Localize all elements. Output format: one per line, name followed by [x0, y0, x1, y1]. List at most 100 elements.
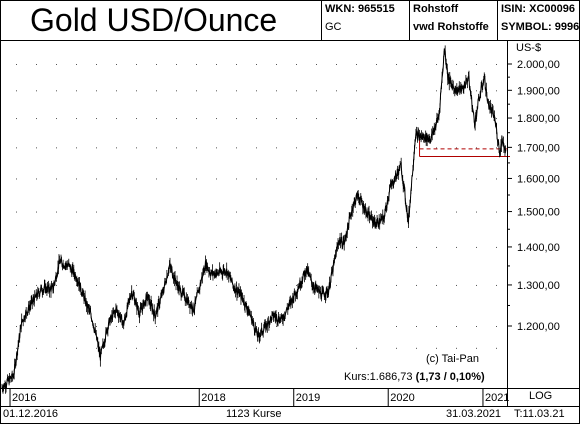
grid-dot [216, 211, 217, 213]
grid-dot [96, 326, 97, 327]
grid-dot [316, 246, 317, 248]
grid-dot [436, 90, 437, 92]
grid-dot [36, 178, 37, 180]
grid-dot [356, 178, 357, 180]
grid-dot [156, 90, 157, 92]
grid-dot [296, 147, 297, 149]
y-tick-label: 1.900,00 [517, 85, 560, 97]
x-axis: 2016 2018 2019 2020 2021 [9, 388, 509, 406]
grid-dot [156, 284, 157, 286]
grid-dot [256, 178, 257, 180]
grid-dot [436, 284, 437, 286]
grid-dot [16, 64, 17, 65]
grid-dot [356, 147, 357, 149]
isin-label: ISIN: XC00096 [501, 3, 575, 15]
grid-dot [16, 284, 17, 286]
grid-dot [296, 118, 297, 120]
x-tick-label: 2021 [485, 392, 509, 404]
grid-dot [396, 90, 397, 92]
grid-dot [56, 178, 57, 180]
grid-dot [276, 326, 277, 327]
grid-dot [56, 64, 57, 65]
grid-dot [316, 326, 317, 327]
grid-dot [36, 147, 37, 149]
grid-dot [116, 326, 117, 327]
grid-dot [436, 211, 437, 213]
grid-dot [296, 90, 297, 92]
grid-dot [236, 178, 237, 180]
grid-dot [316, 90, 317, 92]
grid-dot [376, 147, 377, 149]
grid-dot [56, 347, 57, 349]
grid-dot [196, 178, 197, 180]
grid-dot [136, 118, 137, 120]
grid-dot [136, 64, 137, 65]
footer-divider [0, 406, 580, 407]
grid-dot [456, 211, 457, 213]
price-axis-divider [507, 40, 508, 407]
grid-dot [176, 211, 177, 213]
grid-dot [356, 118, 357, 120]
grid-dot [216, 118, 217, 120]
grid-dot [136, 90, 137, 92]
grid-dot [456, 118, 457, 120]
y-tick-label: 1.500,00 [517, 207, 560, 219]
grid-dot [316, 118, 317, 120]
price-line [1, 47, 507, 392]
price-series [1, 45, 507, 394]
footer-count: 1123 Kurse [226, 408, 282, 420]
grid-dot [16, 147, 17, 149]
reference-lines [419, 135, 510, 157]
grid-dot [176, 64, 177, 65]
grid-dot [276, 284, 277, 286]
source-label: vwd Rohstoffe [413, 21, 489, 33]
grid-dot [436, 64, 437, 65]
grid-dot [196, 118, 197, 120]
grid-dot [36, 347, 37, 349]
grid-dot [296, 347, 297, 349]
grid-dot [256, 90, 257, 92]
grid-dot [56, 284, 57, 286]
grid-dot [336, 147, 337, 149]
grid-dot [276, 211, 277, 213]
y-tick-label: 1.400,00 [517, 242, 560, 254]
grid-dot [296, 246, 297, 248]
grid-dot [436, 326, 437, 327]
grid-dot [76, 118, 77, 120]
price-readout: Kurs:1.686,73 (1,73 / 0,10%) [344, 371, 485, 384]
grid-dot [16, 178, 17, 180]
grid-dot [396, 211, 397, 213]
grid-dot [216, 147, 217, 149]
grid-dot [176, 147, 177, 149]
grid-dot [96, 347, 97, 349]
grid-dot [96, 90, 97, 92]
grid-dot [276, 147, 277, 149]
symbol-label: SYMBOL: 9996 [501, 21, 579, 33]
wkn-label: WKN: 965515 [325, 3, 395, 15]
grid-dot [176, 178, 177, 180]
grid-dot [136, 178, 137, 180]
grid-dot [176, 90, 177, 92]
grid-dot [196, 64, 197, 65]
grid-dot [396, 147, 397, 149]
grid-dot [156, 118, 157, 120]
y-axis: 2.000,00 1.900,00 1.800,00 1.700,00 1.600,00… [507, 59, 560, 333]
x-tick-label: 2018 [201, 392, 225, 404]
grid-dot [116, 211, 117, 213]
grid-dot [496, 211, 497, 213]
grid-dot [456, 347, 457, 349]
grid-dot [76, 178, 77, 180]
grid-dot [476, 147, 477, 149]
grid-dot [196, 90, 197, 92]
grid-dot [236, 211, 237, 213]
grid-dot [496, 90, 497, 92]
grid-dot [436, 178, 437, 180]
grid-dot [56, 211, 57, 213]
grid-dot [376, 347, 377, 349]
grid-dot [336, 326, 337, 327]
grid-dot [176, 347, 177, 349]
grid-dot [216, 178, 217, 180]
header-separator [497, 0, 498, 40]
grid-dot [116, 347, 117, 349]
